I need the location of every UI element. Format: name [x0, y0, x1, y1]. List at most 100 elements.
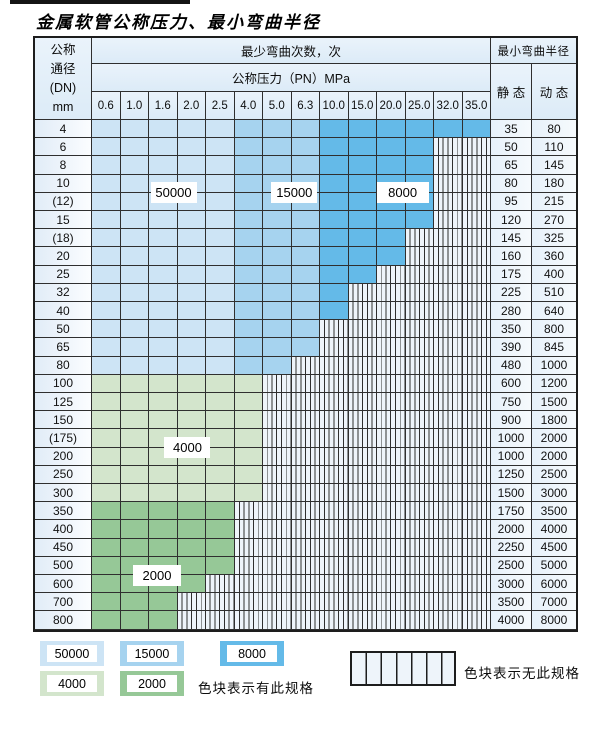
dynamic-radius-cell: 4000: [532, 520, 576, 539]
spec-cell-available: [92, 520, 121, 539]
spec-cell-unavailable: [320, 593, 349, 612]
spec-cell-unavailable: [291, 520, 320, 539]
spec-cell-available: [120, 393, 149, 412]
spec-cell-unavailable: [234, 611, 263, 630]
table-row: 40 280 640: [35, 302, 576, 321]
spec-cell-unavailable: [462, 393, 491, 412]
spec-cell-available: [234, 120, 263, 139]
dynamic-radius-cell: 145: [532, 156, 576, 175]
spec-cell-unavailable: [462, 484, 491, 503]
spec-cell-available: [206, 265, 235, 284]
spec-cell-unavailable: [320, 575, 349, 594]
spec-cell-available: [348, 211, 377, 230]
pressure-value-header: 0.6: [92, 92, 121, 120]
spec-cell-available: [177, 520, 206, 539]
spec-cell-available: [177, 120, 206, 139]
spec-cell-available: [206, 374, 235, 394]
spec-cell-available: [206, 484, 235, 503]
spec-cell-available: [348, 192, 377, 212]
spec-cell-unavailable: [405, 229, 434, 248]
dn-cell: 15: [35, 211, 92, 230]
spec-cell-available: [120, 247, 149, 266]
table-row: 50 350 800: [35, 320, 576, 339]
static-radius-cell: 2500: [491, 556, 532, 576]
spec-cell-available: [92, 302, 121, 321]
static-radius-cell: 480: [491, 356, 532, 375]
static-column-header: 静 态: [491, 64, 532, 120]
spec-cell-available: [92, 593, 121, 612]
spec-cell-unavailable: [405, 320, 434, 339]
spec-cell-available: [120, 411, 149, 430]
spec-cell-unavailable: [462, 520, 491, 539]
static-radius-cell: 1000: [491, 447, 532, 466]
spec-cell-unavailable: [434, 611, 463, 630]
table-row: 8 65 145: [35, 156, 576, 175]
spec-cell-available: [149, 283, 178, 303]
spec-cell-unavailable: [462, 338, 491, 357]
static-radius-cell: 280: [491, 302, 532, 321]
static-radius-cell: 600: [491, 374, 532, 394]
dn-cell: 6: [35, 138, 92, 157]
spec-cell-unavailable: [348, 502, 377, 521]
spec-cell-available: [149, 211, 178, 230]
dn-cell: 450: [35, 538, 92, 557]
spec-cell-available: [291, 138, 320, 157]
spec-cell-available: [263, 138, 292, 157]
spec-cell-unavailable: [348, 356, 377, 375]
spec-cell-unavailable: [462, 593, 491, 612]
table-row: 300 1500 3000: [35, 484, 576, 503]
table-row: (12) 95 215: [35, 192, 576, 212]
spec-cell-unavailable: [377, 465, 406, 485]
spec-cell-available: [92, 211, 121, 230]
spec-cell-available: [120, 192, 149, 212]
spec-cell-available: [377, 229, 406, 248]
dynamic-radius-cell: 4500: [532, 538, 576, 557]
spec-cell-unavailable: [462, 138, 491, 157]
spec-cell-unavailable: [434, 211, 463, 230]
spec-cell-available: [206, 338, 235, 357]
spec-cell-available: [234, 338, 263, 357]
spec-cell-unavailable: [291, 611, 320, 630]
spec-cell-available: [462, 120, 491, 139]
dynamic-radius-cell: 1500: [532, 393, 576, 412]
dn-cell: 300: [35, 484, 92, 503]
spec-cell-unavailable: [405, 556, 434, 576]
static-radius-cell: 3000: [491, 575, 532, 594]
spec-cell-available: [92, 502, 121, 521]
pressure-value-header: 25.0: [405, 92, 434, 120]
spec-cell-available: [92, 429, 121, 448]
spec-cell-unavailable: [434, 520, 463, 539]
spec-cell-available: [177, 156, 206, 175]
dynamic-radius-cell: 400: [532, 265, 576, 284]
spec-cell-unavailable: [405, 429, 434, 448]
spec-cell-unavailable: [434, 156, 463, 175]
spec-cell-unavailable: [405, 575, 434, 594]
spec-cell-available: [149, 465, 178, 485]
spec-cell-unavailable: [434, 247, 463, 266]
spec-cell-available: [348, 247, 377, 266]
spec-cell-available: [177, 374, 206, 394]
spec-cell-unavailable: [405, 611, 434, 630]
spec-cell-available: [320, 283, 349, 303]
spec-cell-unavailable: [377, 484, 406, 503]
spec-cell-available: [234, 211, 263, 230]
spec-cell-available: [234, 265, 263, 284]
legend-block-label: 2000: [127, 675, 177, 692]
spec-cell-unavailable: [177, 593, 206, 612]
table-row: (18) 145 325: [35, 229, 576, 248]
spec-cell-available: [405, 156, 434, 175]
spec-cell-unavailable: [462, 429, 491, 448]
spec-cell-available: [149, 502, 178, 521]
table-row: 32 225 510: [35, 283, 576, 303]
dn-cell: 32: [35, 283, 92, 303]
dynamic-radius-cell: 110: [532, 138, 576, 157]
spec-cell-unavailable: [377, 338, 406, 357]
spec-cell-unavailable: [263, 484, 292, 503]
spec-cell-available: [263, 302, 292, 321]
spec-cell-unavailable: [263, 593, 292, 612]
spec-cell-available: [92, 320, 121, 339]
spec-cell-unavailable: [434, 538, 463, 557]
dynamic-radius-cell: 640: [532, 302, 576, 321]
table-row: 125 750 1500: [35, 393, 576, 412]
spec-cell-unavailable: [348, 538, 377, 557]
